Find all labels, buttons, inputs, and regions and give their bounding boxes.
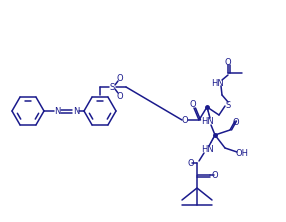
Text: O: O (182, 115, 188, 125)
Text: S: S (225, 101, 231, 109)
Text: O: O (117, 91, 123, 101)
Text: O: O (225, 57, 231, 67)
Text: O: O (233, 117, 239, 127)
Text: O: O (188, 159, 194, 168)
Text: S: S (109, 83, 115, 91)
Text: HN: HN (212, 79, 225, 87)
Text: OH: OH (235, 149, 249, 157)
Text: O: O (212, 170, 218, 180)
Text: O: O (117, 73, 123, 83)
Text: N: N (54, 107, 60, 115)
Text: N: N (73, 107, 79, 115)
Text: HN: HN (200, 117, 213, 125)
Text: HN: HN (200, 145, 213, 153)
Text: O: O (190, 99, 196, 109)
